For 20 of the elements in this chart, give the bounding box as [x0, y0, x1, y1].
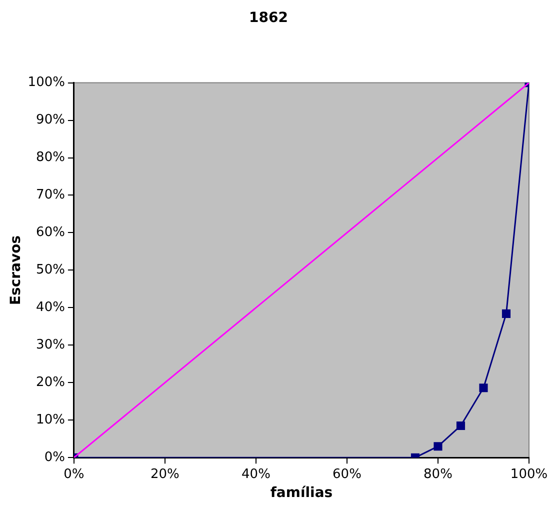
x-tick-label: 60%: [332, 466, 362, 482]
y-tick-label: 10%: [36, 412, 65, 428]
y-tick-label: 50%: [36, 262, 65, 278]
y-tick-label: 0%: [44, 450, 65, 465]
x-tick-label: 0%: [64, 466, 84, 482]
chart-title: 1862: [249, 10, 288, 26]
y-axis-title: Escravos: [8, 235, 24, 306]
y-tick-label: 90%: [36, 112, 65, 128]
y-tick-label: 60%: [36, 225, 65, 240]
x-tick-label: 40%: [242, 466, 270, 482]
y-tick-label: 70%: [36, 188, 65, 203]
y-tick-label: 100%: [28, 75, 65, 90]
y-tick-label: 20%: [36, 375, 65, 390]
x-tick-label: 20%: [150, 466, 180, 482]
x-tick-label: 100%: [510, 466, 548, 482]
y-tick-label: 80%: [36, 150, 65, 166]
y-tick-label: 40%: [36, 300, 65, 316]
x-tick-label: 80%: [424, 466, 452, 482]
x-axis-title: famílias: [270, 485, 333, 502]
y-tick-label: 30%: [36, 338, 65, 353]
